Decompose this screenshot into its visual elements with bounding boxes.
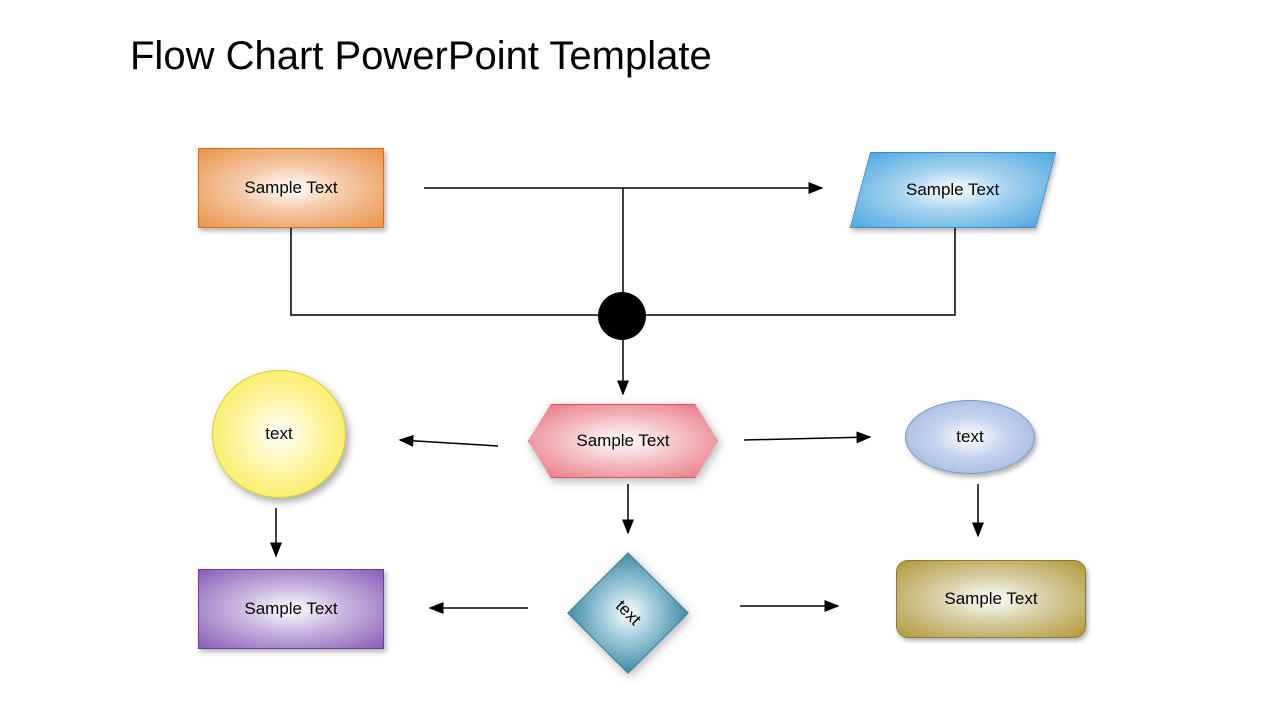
node-red-hexagon: Sample Text [528,404,718,478]
node-label: text [611,596,645,630]
node-purple-rect: Sample Text [198,569,384,649]
node-label: Sample Text [244,599,337,619]
node-label: Sample Text [944,589,1037,609]
page-title: Flow Chart PowerPoint Template [130,34,712,79]
node-label: Sample Text [576,431,669,451]
node-label: text [265,424,292,444]
node-yellow-circle: text [212,370,346,498]
node-black-dot [598,292,646,340]
node-label: text [956,427,983,447]
node-label: Sample Text [906,180,999,200]
node-teal-diamond: text [585,570,671,656]
node-label: Sample Text [244,178,337,198]
node-olive-rect: Sample Text [896,560,1086,638]
node-blue-ellipse: text [905,400,1035,474]
node-orange-rect: Sample Text [198,148,384,228]
node-blue-parallelogram: Sample Text [850,152,1056,228]
